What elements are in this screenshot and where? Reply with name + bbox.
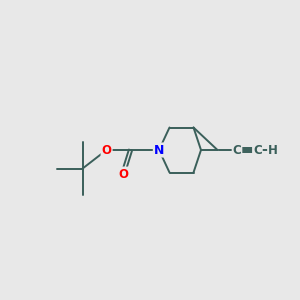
Text: O: O [101, 143, 112, 157]
Text: C: C [253, 143, 262, 157]
Text: O: O [118, 167, 128, 181]
Text: C: C [232, 143, 242, 157]
Text: N: N [154, 143, 164, 157]
Text: H: H [268, 143, 278, 157]
